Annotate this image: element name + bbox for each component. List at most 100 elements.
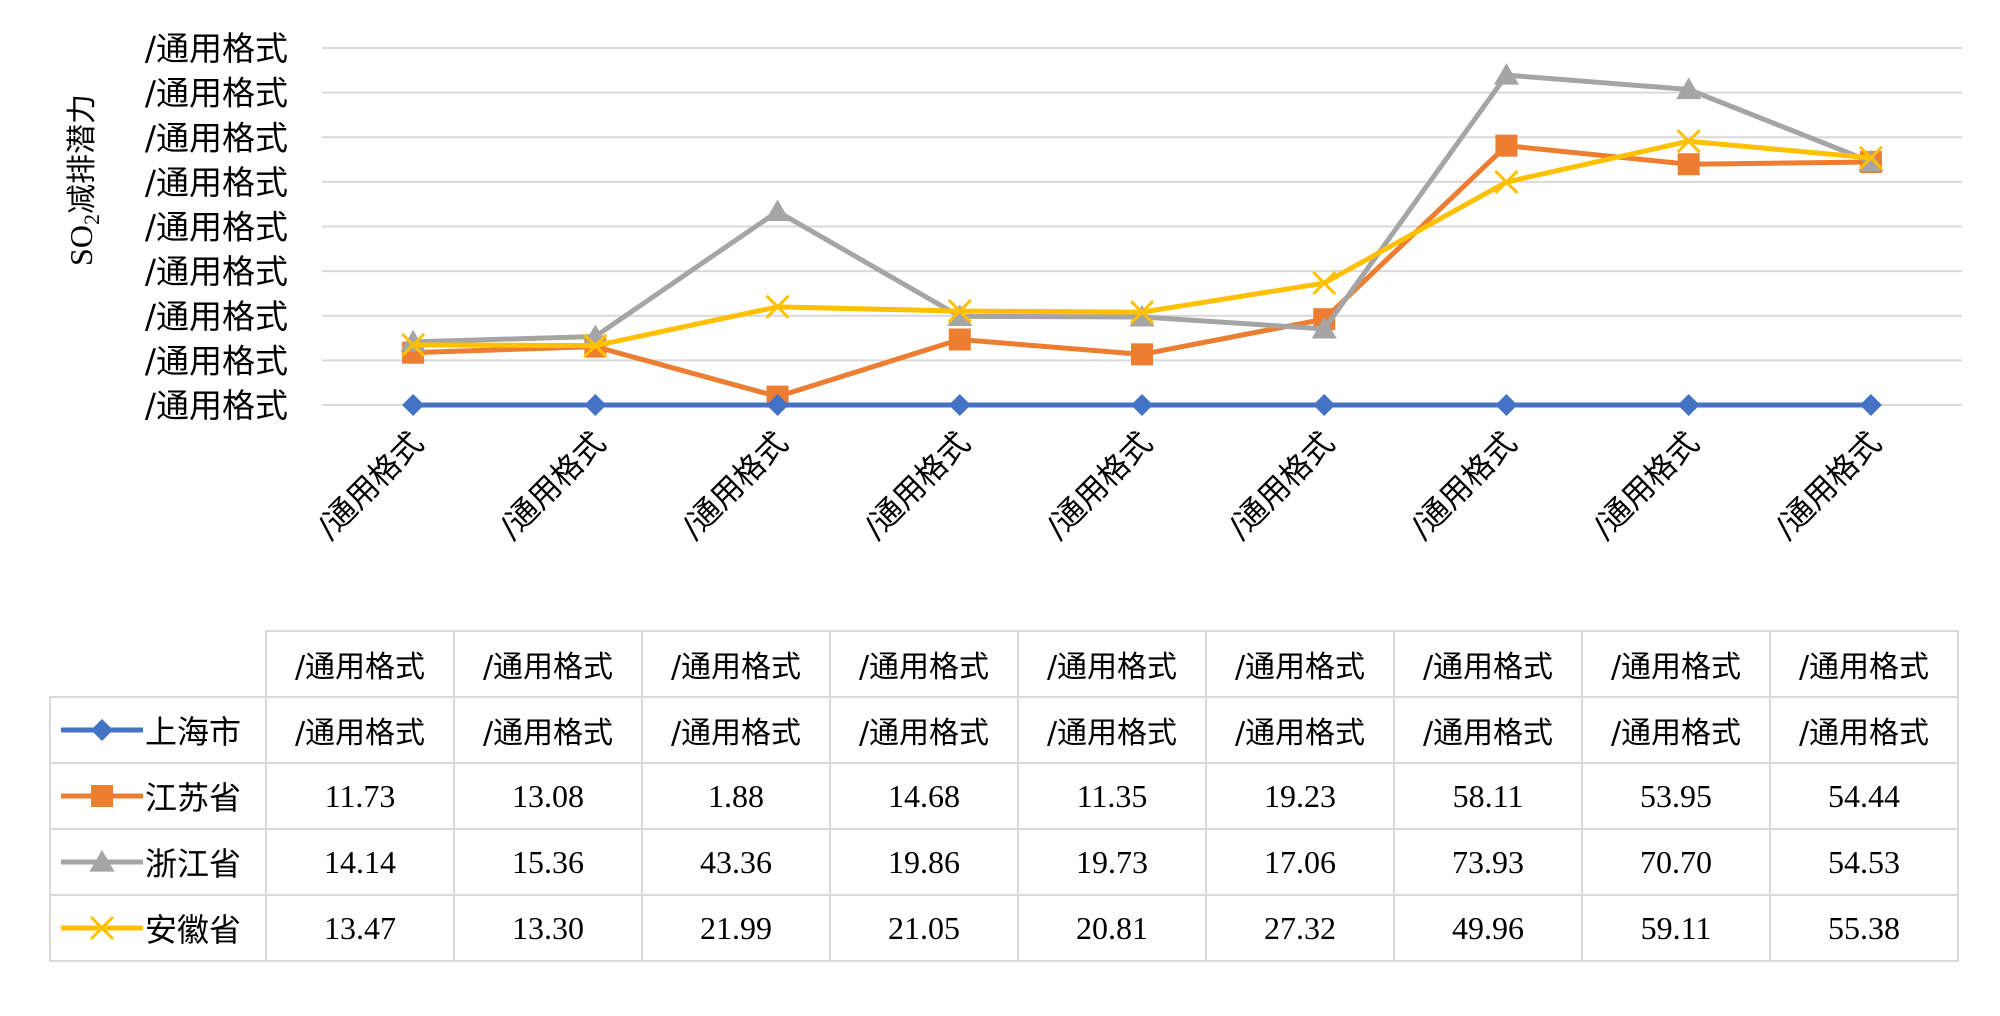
table-cell: 11.73 [265,762,455,830]
table-cell: 1.88 [641,762,831,830]
line-chart: /通用格式/通用格式/通用格式/通用格式/通用格式/通用格式/通用格式/通用格式… [63,29,1962,546]
table-cell: 54.53 [1769,828,1959,896]
legend-label: 浙江省 [145,845,242,883]
data-point [402,394,425,416]
table-cell: 21.05 [829,894,1019,962]
legend-label: 江苏省 [145,779,242,817]
table-cell: 70.70 [1581,828,1771,896]
table-cell: /通用格式 [1205,696,1395,764]
data-point [764,199,791,222]
data-point [1495,134,1518,157]
table-cell: 54.44 [1769,762,1959,830]
y-tick-label: /通用格式 [145,297,288,336]
table-cell: /通用格式 [1017,696,1207,764]
legend-marker [89,915,115,941]
data-point [1677,153,1700,176]
data-point [1676,129,1701,154]
table-header-cell: /通用格式 [1581,630,1771,698]
table-cell: 15.36 [453,828,643,896]
y-tick-label: /通用格式 [145,208,288,247]
x-tick-label: /通用格式 [857,425,978,546]
table-header-cell: /通用格式 [829,630,1019,698]
y-axis-ticks: /通用格式/通用格式/通用格式/通用格式/通用格式/通用格式/通用格式/通用格式… [145,29,288,425]
data-point [401,332,426,357]
table-cell: 53.95 [1581,762,1771,830]
y-tick-label: /通用格式 [145,386,288,425]
table-cell: 13.08 [453,762,643,830]
data-point [1859,394,1882,416]
data-point [1131,343,1153,366]
y-axis-label: SO2减排潜力 [63,94,104,266]
y-tick-label: /通用格式 [145,252,288,291]
table-cell: 58.11 [1393,762,1583,830]
legend-key-x [61,915,143,941]
table-cell: /通用格式 [641,696,831,764]
data-point [948,394,971,416]
x-tick-label: /通用格式 [1586,425,1707,546]
legend-marker [89,850,115,872]
legend-entry: 浙江省 [49,828,267,896]
table-cell: 27.32 [1205,894,1395,962]
table-row: 上海市/通用格式/通用格式/通用格式/通用格式/通用格式/通用格式/通用格式/通… [49,696,1959,764]
table-cell: 11.35 [1017,762,1207,830]
x-tick-label: /通用格式 [310,425,431,546]
table-header-cell: /通用格式 [1017,630,1207,698]
legend-entry: 江苏省 [49,762,267,830]
table-header-cell: /通用格式 [641,630,831,698]
gridlines [322,47,1962,406]
table-cell: 49.96 [1393,894,1583,962]
data-point [1494,169,1519,195]
data-table: /通用格式/通用格式/通用格式/通用格式/通用格式/通用格式/通用格式/通用格式… [49,630,1959,962]
data-point [1129,300,1155,325]
data-point [947,304,973,326]
table-cell: 17.06 [1205,828,1395,896]
table-header-cell: /通用格式 [1205,630,1395,698]
table-cell: 19.86 [829,828,1019,896]
data-point [1131,394,1153,416]
legend-key-diamond [61,719,143,741]
legend-entry: 安徽省 [49,894,267,962]
series-x [401,129,1883,358]
data-point [584,394,607,416]
data-point [1495,394,1518,416]
table-cell: /通用格式 [453,696,643,764]
table-cell: 14.68 [829,762,1019,830]
legend-marker [91,785,113,807]
table-cell: 13.47 [265,894,455,962]
x-tick-label: /通用格式 [1404,425,1525,546]
y-tick-label: /通用格式 [145,29,288,68]
table-cell: /通用格式 [1581,696,1771,764]
x-tick-label: /通用格式 [675,425,796,546]
table-header-cell: /通用格式 [453,630,643,698]
data-point [948,328,971,351]
table-row: 安徽省 13.47 13.30 21.99 21.05 20.81 27.32 49.96 59… [49,894,1959,962]
legend-label: 安徽省 [145,911,242,949]
data-point [1493,63,1520,85]
table-cell: /通用格式 [265,696,455,764]
table-row: 浙江省 14.14 15.36 43.36 19.86 19.73 17.06 73.93 70… [49,828,1959,896]
x-axis-ticks: /通用格式/通用格式/通用格式/通用格式/通用格式/通用格式/通用格式/通用格式… [310,425,1888,546]
data-point [1129,304,1155,327]
data-point [1312,271,1337,296]
table-cell: 73.93 [1393,828,1583,896]
series-lines [400,63,1884,416]
data-point [1677,394,1700,416]
table-cell: 55.38 [1769,894,1959,962]
table-corner [50,631,267,698]
table-cell: 43.36 [641,828,831,896]
table-cell: /通用格式 [1769,696,1959,764]
data-point [1676,77,1702,100]
data-point [1858,145,1883,170]
table-cell: 19.23 [1205,762,1395,830]
series-line [413,72,1872,345]
table-cell: 14.14 [265,828,455,896]
y-tick-label: /通用格式 [145,74,288,113]
table-header-cell: /通用格式 [1769,630,1959,698]
table-cell: 20.81 [1017,894,1207,962]
data-point [1313,394,1336,416]
x-tick-label: /通用格式 [1768,425,1889,546]
table-header-cell: /通用格式 [1393,630,1583,698]
table-cell: /通用格式 [829,696,1019,764]
table-cell: 21.99 [641,894,831,962]
data-point [583,333,608,358]
